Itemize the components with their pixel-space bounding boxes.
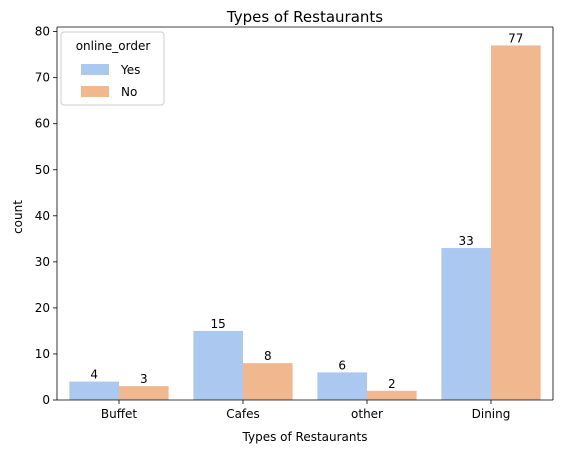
y-tick-label-0: 0 — [42, 393, 50, 407]
x-tick-label-dining: Dining — [472, 407, 511, 421]
data-label-cafes-no: 8 — [264, 349, 272, 363]
bar-dining-yes — [441, 248, 491, 400]
legend-label-no: No — [121, 85, 137, 99]
data-label-dining-no: 77 — [508, 31, 523, 45]
x-tick-label-buffet: Buffet — [101, 407, 137, 421]
data-label-other-yes: 6 — [338, 358, 346, 372]
y-tick-label-60: 60 — [35, 117, 50, 131]
y-tick-label-80: 80 — [35, 25, 50, 39]
data-label-buffet-yes: 4 — [90, 368, 98, 382]
data-label-cafes-yes: 15 — [211, 317, 226, 331]
x-tick-label-other: other — [351, 407, 383, 421]
legend-title: online_order — [76, 39, 151, 53]
data-label-dining-yes: 33 — [459, 234, 474, 248]
y-tick-label-30: 30 — [35, 255, 50, 269]
y-tick-label-20: 20 — [35, 301, 50, 315]
chart-title: Types of Restaurants — [226, 8, 383, 26]
bar-cafes-yes — [193, 330, 243, 400]
bar-buffet-no — [119, 386, 169, 400]
bar-buffet-yes — [69, 381, 119, 400]
y-axis-label: count — [11, 200, 25, 234]
y-tick-label-70: 70 — [35, 71, 50, 85]
y-tick-label-40: 40 — [35, 209, 50, 223]
plot-area: 4 3 15 8 6 2 33 77 0 10 20 30 40 50 60 70 80 Buffet Cafes o… — [35, 25, 554, 421]
y-tick-label-10: 10 — [35, 347, 50, 361]
legend: online_order Yes No — [60, 31, 165, 106]
x-tick-label-cafes: Cafes — [226, 407, 260, 421]
legend-label-yes: Yes — [120, 63, 140, 77]
bar-other-yes — [317, 372, 367, 400]
data-label-other-no: 2 — [388, 377, 396, 391]
y-tick-label-50: 50 — [35, 163, 50, 177]
bar-other-no — [367, 390, 417, 400]
legend-swatch-yes — [81, 64, 109, 75]
bar-cafes-no — [243, 363, 293, 400]
data-label-buffet-no: 3 — [140, 372, 148, 386]
bar-dining-no — [491, 45, 541, 401]
legend-swatch-no — [81, 86, 109, 97]
x-axis-label: Types of Restaurants — [242, 430, 368, 444]
